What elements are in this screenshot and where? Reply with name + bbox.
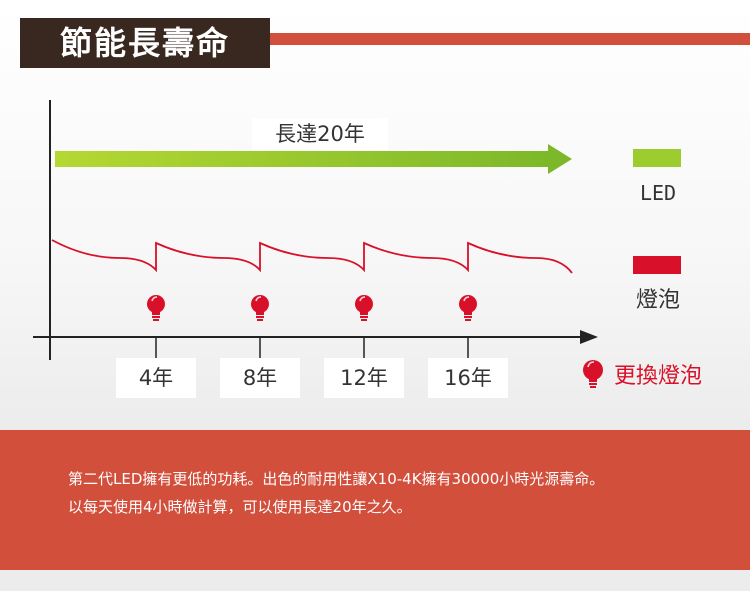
description-band [0,430,750,570]
legend-replace-bulb: 更換燈泡 [580,356,702,392]
led-lifespan-arrowhead [548,144,572,174]
led-lifespan-bar [55,151,555,167]
year-label-16: 16年 [428,358,508,398]
title-accent-bar [270,33,750,45]
lifespan-diagram [33,100,598,360]
bulb-lifespan-curve [51,239,573,274]
description-line-2: 以每天使用4小時做計算，可以使用長達20年之久。 [68,498,412,516]
legend-led-label: LED [639,181,677,205]
year-label-8: 8年 [220,358,300,398]
replace-bulb-icon [354,294,374,322]
legend-led-swatch [633,149,681,167]
legend-bulb-label: 燈泡 [635,288,680,313]
description-line-1: 第二代LED擁有更低的功耗。出色的耐用性讓X10-4K擁有30000小時光源壽命… [68,470,605,488]
lightbulb-icon [583,360,603,388]
led-duration-label: 長達20年 [252,118,388,150]
replace-bulb-icon [250,294,270,322]
replace-bulb-icon [458,294,478,322]
year-label-4: 4年 [116,358,196,398]
year-label-12: 12年 [324,358,404,398]
x-axis-arrowhead [580,330,598,344]
legend-replace-label: 更換燈泡 [614,364,703,389]
replace-bulb-icon [146,294,166,322]
bottom-strip [0,570,750,591]
description-text: 第二代LED擁有更低的功耗。出色的耐用性讓X10-4K擁有30000小時光源壽命… [68,465,728,521]
section-title: 節能長壽命 [20,18,270,68]
legend-bulb-swatch [633,256,681,274]
